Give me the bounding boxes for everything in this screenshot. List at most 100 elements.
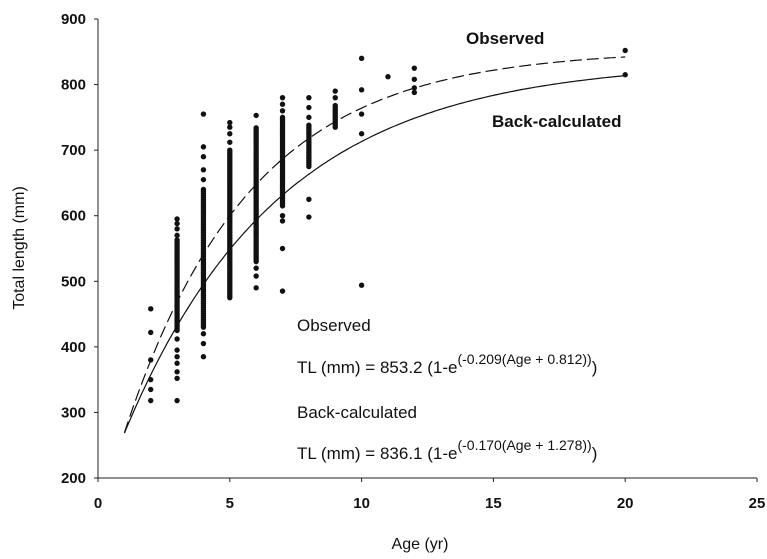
x-tick-label: 20 bbox=[617, 495, 634, 512]
y-tick-label: 200 bbox=[61, 470, 86, 487]
data-point bbox=[200, 111, 207, 117]
data-point bbox=[174, 375, 180, 382]
x-tick-label: 5 bbox=[226, 495, 234, 512]
data-point bbox=[174, 360, 180, 366]
data-point bbox=[227, 147, 233, 153]
equation-observed-title: Observed bbox=[297, 316, 371, 335]
data-point bbox=[411, 65, 418, 71]
data-point bbox=[174, 353, 180, 360]
observed-curve-label: Observed bbox=[466, 29, 544, 48]
data-point bbox=[200, 186, 207, 193]
data-point bbox=[332, 102, 338, 109]
data-point bbox=[200, 331, 207, 337]
chart-labels: Age (yr) Total length (mm) Observed Back… bbox=[11, 29, 621, 553]
data-point bbox=[200, 154, 207, 160]
data-point bbox=[306, 104, 312, 111]
data-point bbox=[253, 273, 259, 279]
data-point bbox=[332, 88, 338, 94]
data-point bbox=[227, 124, 233, 130]
data-point bbox=[358, 131, 365, 137]
data-point bbox=[358, 111, 365, 117]
x-tick-label: 25 bbox=[749, 495, 766, 512]
y-tick-label: 900 bbox=[61, 11, 86, 28]
equation-observed: TL (mm) = 853.2 (1-e(-0.209(Age + 0.812)… bbox=[297, 351, 597, 377]
data-point bbox=[253, 125, 259, 131]
data-point bbox=[148, 386, 154, 393]
data-point bbox=[253, 285, 259, 291]
data-point bbox=[200, 176, 207, 183]
equation-observed-suffix: ) bbox=[592, 358, 598, 377]
data-point bbox=[411, 89, 418, 96]
data-point bbox=[174, 347, 180, 353]
data-point bbox=[622, 72, 628, 78]
data-point bbox=[200, 340, 207, 347]
data-point bbox=[306, 214, 312, 220]
data-point bbox=[253, 112, 259, 119]
data-point bbox=[148, 397, 154, 404]
equation-back-calculated-suffix: ) bbox=[592, 444, 598, 463]
data-point bbox=[174, 226, 180, 232]
data-point bbox=[279, 218, 286, 224]
y-tick-label: 400 bbox=[61, 339, 86, 356]
data-point bbox=[411, 76, 418, 83]
data-point bbox=[279, 94, 286, 101]
data-point bbox=[306, 94, 312, 101]
data-point bbox=[174, 336, 180, 342]
data-point bbox=[174, 220, 180, 227]
data-point bbox=[358, 55, 365, 62]
data-point bbox=[253, 265, 259, 271]
data-point bbox=[174, 397, 180, 404]
y-tick-label: 800 bbox=[61, 77, 86, 94]
y-tick-label: 600 bbox=[61, 208, 86, 225]
y-axis-label: Total length (mm) bbox=[11, 186, 28, 310]
data-point bbox=[227, 119, 233, 126]
back-calculated-curve-label: Back-calculated bbox=[492, 112, 621, 131]
data-point bbox=[279, 245, 286, 252]
x-tick-label: 15 bbox=[485, 495, 502, 512]
data-point bbox=[200, 167, 207, 173]
x-tick-label: 0 bbox=[94, 495, 102, 512]
x-tick-label: 10 bbox=[353, 495, 370, 512]
equation-observed-prefix: TL (mm) = 853.2 (1-e bbox=[297, 358, 457, 377]
data-point bbox=[279, 108, 286, 114]
data-point bbox=[306, 122, 312, 128]
fitted-curves bbox=[123, 56, 626, 434]
data-point bbox=[174, 369, 180, 375]
data-point bbox=[279, 101, 286, 107]
data-point bbox=[174, 232, 180, 239]
equation-back-calculated-prefix: TL (mm) = 836.1 (1-e bbox=[297, 444, 457, 463]
data-point bbox=[279, 288, 286, 294]
y-tick-label: 500 bbox=[61, 273, 86, 290]
data-point bbox=[358, 282, 365, 288]
equation-observed-exponent: (-0.209(Age + 0.812)) bbox=[457, 351, 591, 367]
data-point bbox=[332, 94, 338, 101]
x-axis-label: Age (yr) bbox=[392, 536, 449, 553]
data-point bbox=[227, 139, 233, 145]
data-point bbox=[306, 196, 312, 203]
data-point bbox=[148, 306, 154, 312]
axes bbox=[94, 18, 758, 482]
y-tick-label: 300 bbox=[61, 404, 86, 421]
data-point bbox=[279, 213, 286, 219]
equations: Observed TL (mm) = 853.2 (1-e(-0.209(Age… bbox=[297, 316, 597, 463]
tick-labels: 200 300 400 500 600 700 800 900 0 5 10 15 20 25 bbox=[61, 11, 765, 512]
data-point bbox=[358, 87, 365, 93]
equation-back-calculated: TL (mm) = 836.1 (1-e(-0.170(Age + 1.278)… bbox=[297, 437, 597, 463]
equation-back-calculated-exponent: (-0.170(Age + 1.278)) bbox=[457, 437, 591, 453]
y-tick-label: 700 bbox=[61, 142, 86, 159]
data-point bbox=[200, 353, 207, 360]
data-point bbox=[622, 47, 628, 54]
observed-curve bbox=[123, 56, 626, 433]
data-point bbox=[174, 216, 180, 222]
data-point bbox=[227, 131, 233, 137]
data-point bbox=[148, 329, 154, 336]
data-point bbox=[279, 114, 286, 121]
data-points bbox=[148, 47, 628, 404]
data-point bbox=[306, 114, 312, 121]
data-point bbox=[385, 74, 391, 80]
data-point bbox=[174, 237, 180, 243]
back-calculated-curve bbox=[123, 75, 626, 434]
data-point bbox=[200, 144, 207, 150]
equation-back-calculated-title: Back-calculated bbox=[297, 403, 417, 422]
